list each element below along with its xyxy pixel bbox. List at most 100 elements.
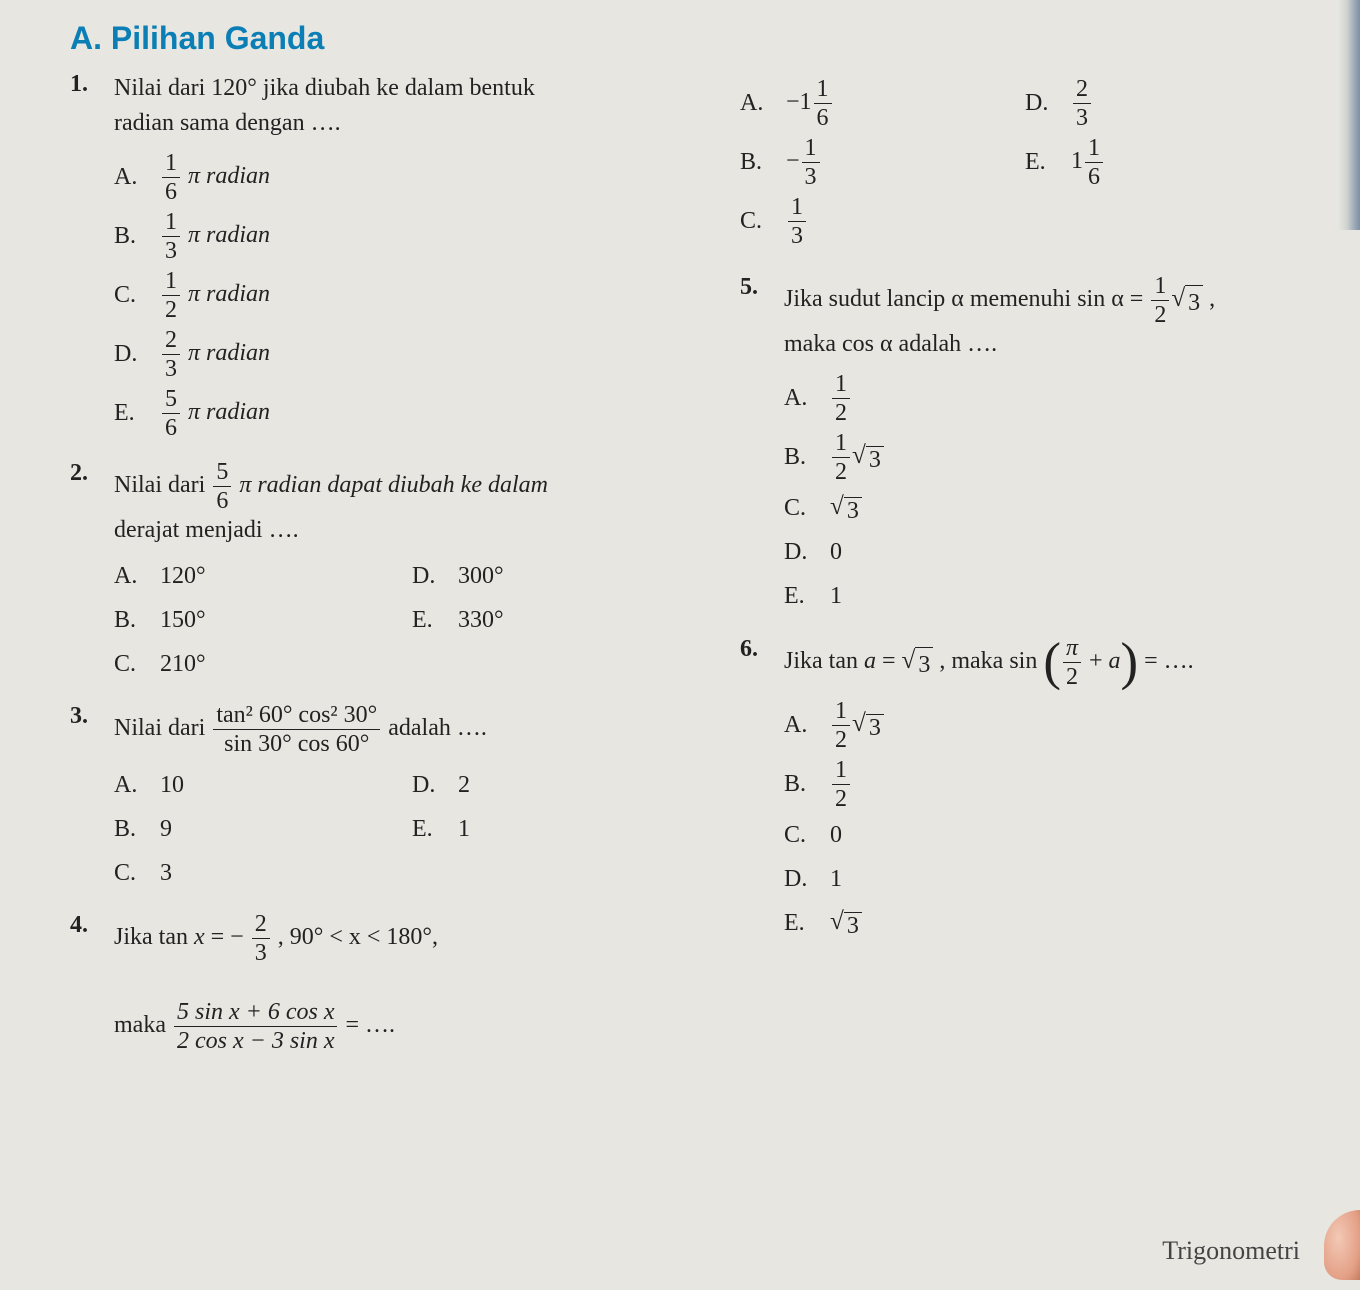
range: , 90° < x < 180°, <box>278 924 438 950</box>
question-1: 1. Nilai dari 120° jika diubah ke dalam … <box>70 71 710 446</box>
key: D. <box>784 866 830 893</box>
q3-body: Nilai dari tan² 60° cos² 30° sin 30° cos… <box>114 703 710 898</box>
rad: 3 <box>844 497 862 525</box>
section-header: A. Pilihan Ganda <box>70 20 1310 57</box>
key: E. <box>784 583 830 610</box>
val: 330° <box>458 607 504 634</box>
q6-opt-c: C.0 <box>784 817 1310 855</box>
question-6: 6. Jika tan a = √3 , maka sin (π2 + a) =… <box>740 636 1310 949</box>
val: 12 <box>830 758 852 811</box>
val: 9 <box>160 816 172 843</box>
q2-options: A.120° B.150° C.210° D.300° E.330° <box>114 557 710 689</box>
q1-options: A. 16 π radian B. 13 π radian <box>114 151 710 440</box>
frac-den: 3 <box>162 355 180 381</box>
frac-num: 2 <box>252 912 270 939</box>
pre: −1 <box>786 89 812 115</box>
var-x: x <box>194 924 205 950</box>
left-column: 1. Nilai dari 120° jika diubah ke dalam … <box>70 71 710 1077</box>
rad: 3 <box>866 446 884 474</box>
frac-den: 3 <box>252 939 270 965</box>
q2-stem: Nilai dari 56 π radian dapat diubah ke d… <box>114 460 710 548</box>
question-5: 5. Jika sudut lancip α memenuhi sin α = … <box>740 274 1310 622</box>
q3-options: A.10 B.9 C.3 D.2 E.1 <box>114 766 710 898</box>
key: C. <box>114 651 160 678</box>
q2-opt-c: C.210° <box>114 645 412 683</box>
rad: 3 <box>866 714 884 742</box>
key: B. <box>114 816 160 843</box>
val: 210° <box>160 651 206 678</box>
q1-opt-e: E. 56 π radian <box>114 387 710 440</box>
q1-opt-b: B. 13 π radian <box>114 210 710 263</box>
d: 3 <box>1073 104 1091 130</box>
val: 1 <box>830 583 842 610</box>
val: 300° <box>458 563 504 590</box>
key: E. <box>1025 149 1071 176</box>
rad: 3 <box>915 647 933 683</box>
n: 1 <box>832 758 850 785</box>
question-2: 2. Nilai dari 56 π radian dapat diubah k… <box>70 460 710 690</box>
q1-stem-a: Nilai dari 120° jika diubah ke dalam ben… <box>114 75 535 101</box>
eqdots: = …. <box>345 1012 395 1038</box>
key: A. <box>114 563 160 590</box>
val: 120° <box>160 563 206 590</box>
d: 2 <box>1151 301 1169 327</box>
val: 23 <box>1071 77 1093 130</box>
n: 1 <box>832 372 850 399</box>
val: 0 <box>830 539 842 566</box>
pre: − <box>786 148 800 174</box>
q5-opt-a: A. 12 <box>784 372 1310 425</box>
key: E. <box>412 816 458 843</box>
key: E. <box>412 607 458 634</box>
question-3: 3. Nilai dari tan² 60° cos² 30° sin 30° … <box>70 703 710 898</box>
q5-options: A. 12 B. 12√3 C. √3 D.0 E.1 <box>784 372 1310 616</box>
d: 2 <box>832 458 850 484</box>
q4-opt-c: C. 13 <box>740 195 1025 248</box>
d: 2 <box>1063 663 1081 689</box>
page-edge <box>1338 0 1360 230</box>
q6-number: 6. <box>740 636 784 949</box>
question-4: 4. Jika tan x = − 23 , 90° < x < 180°, m… <box>70 912 710 1063</box>
page: A. Pilihan Ganda 1. Nilai dari 120° jika… <box>0 0 1360 1290</box>
q2-stem-b: derajat menjadi …. <box>114 517 299 543</box>
q1-c-val: 12 π radian <box>160 269 270 322</box>
key: B. <box>740 149 786 176</box>
q4-opt-a: A. −116 <box>740 77 1025 130</box>
val: 10 <box>160 772 184 799</box>
frac-num: tan² 60° cos² 30° <box>213 703 380 730</box>
q4-number: 4. <box>70 912 114 1063</box>
n: 1 <box>832 431 850 458</box>
key: D. <box>412 563 458 590</box>
q5-stem: Jika sudut lancip α memenuhi sin α = 12√… <box>784 274 1310 362</box>
footer-text: Trigonometri <box>1162 1236 1300 1266</box>
tail: π radian <box>188 399 270 425</box>
d: 6 <box>1085 163 1103 189</box>
q6-opt-d: D.1 <box>784 861 1310 899</box>
q3-number: 3. <box>70 703 114 898</box>
val: 12√3 <box>830 699 884 752</box>
pre: 1 <box>1071 148 1083 174</box>
key: C. <box>740 208 786 235</box>
q5-opt-c: C. √3 <box>784 490 1310 528</box>
key: B. <box>784 771 830 798</box>
frac-den: 2 <box>162 296 180 322</box>
q1-e-val: 56 π radian <box>160 387 270 440</box>
q1-opt-d: D. 23 π radian <box>114 328 710 381</box>
q3-stem: Nilai dari tan² 60° cos² 30° sin 30° cos… <box>114 703 710 756</box>
frac-den: 6 <box>213 487 231 513</box>
q1-stem-b: radian sama dengan …. <box>114 110 341 136</box>
key: E. <box>784 910 830 937</box>
q5-body: Jika sudut lancip α memenuhi sin α = 12√… <box>784 274 1310 622</box>
val: 1 <box>458 816 470 843</box>
val: 1 <box>830 866 842 893</box>
q6-a: Jika tan <box>784 648 864 674</box>
key: A. <box>784 385 830 412</box>
key: D. <box>1025 90 1071 117</box>
q1-a-val: 16 π radian <box>160 151 270 204</box>
tail: π radian <box>188 163 270 189</box>
q2-number: 2. <box>70 460 114 690</box>
q6-opt-a: A. 12√3 <box>784 699 1310 752</box>
q5-opt-e: E.1 <box>784 578 1310 616</box>
q4-options: A. −116 B. −13 C. 13 D. 23 E. 116 <box>740 77 1310 254</box>
tail: π radian <box>188 281 270 307</box>
q6-stem: Jika tan a = √3 , maka sin (π2 + a) = …. <box>784 636 1310 689</box>
